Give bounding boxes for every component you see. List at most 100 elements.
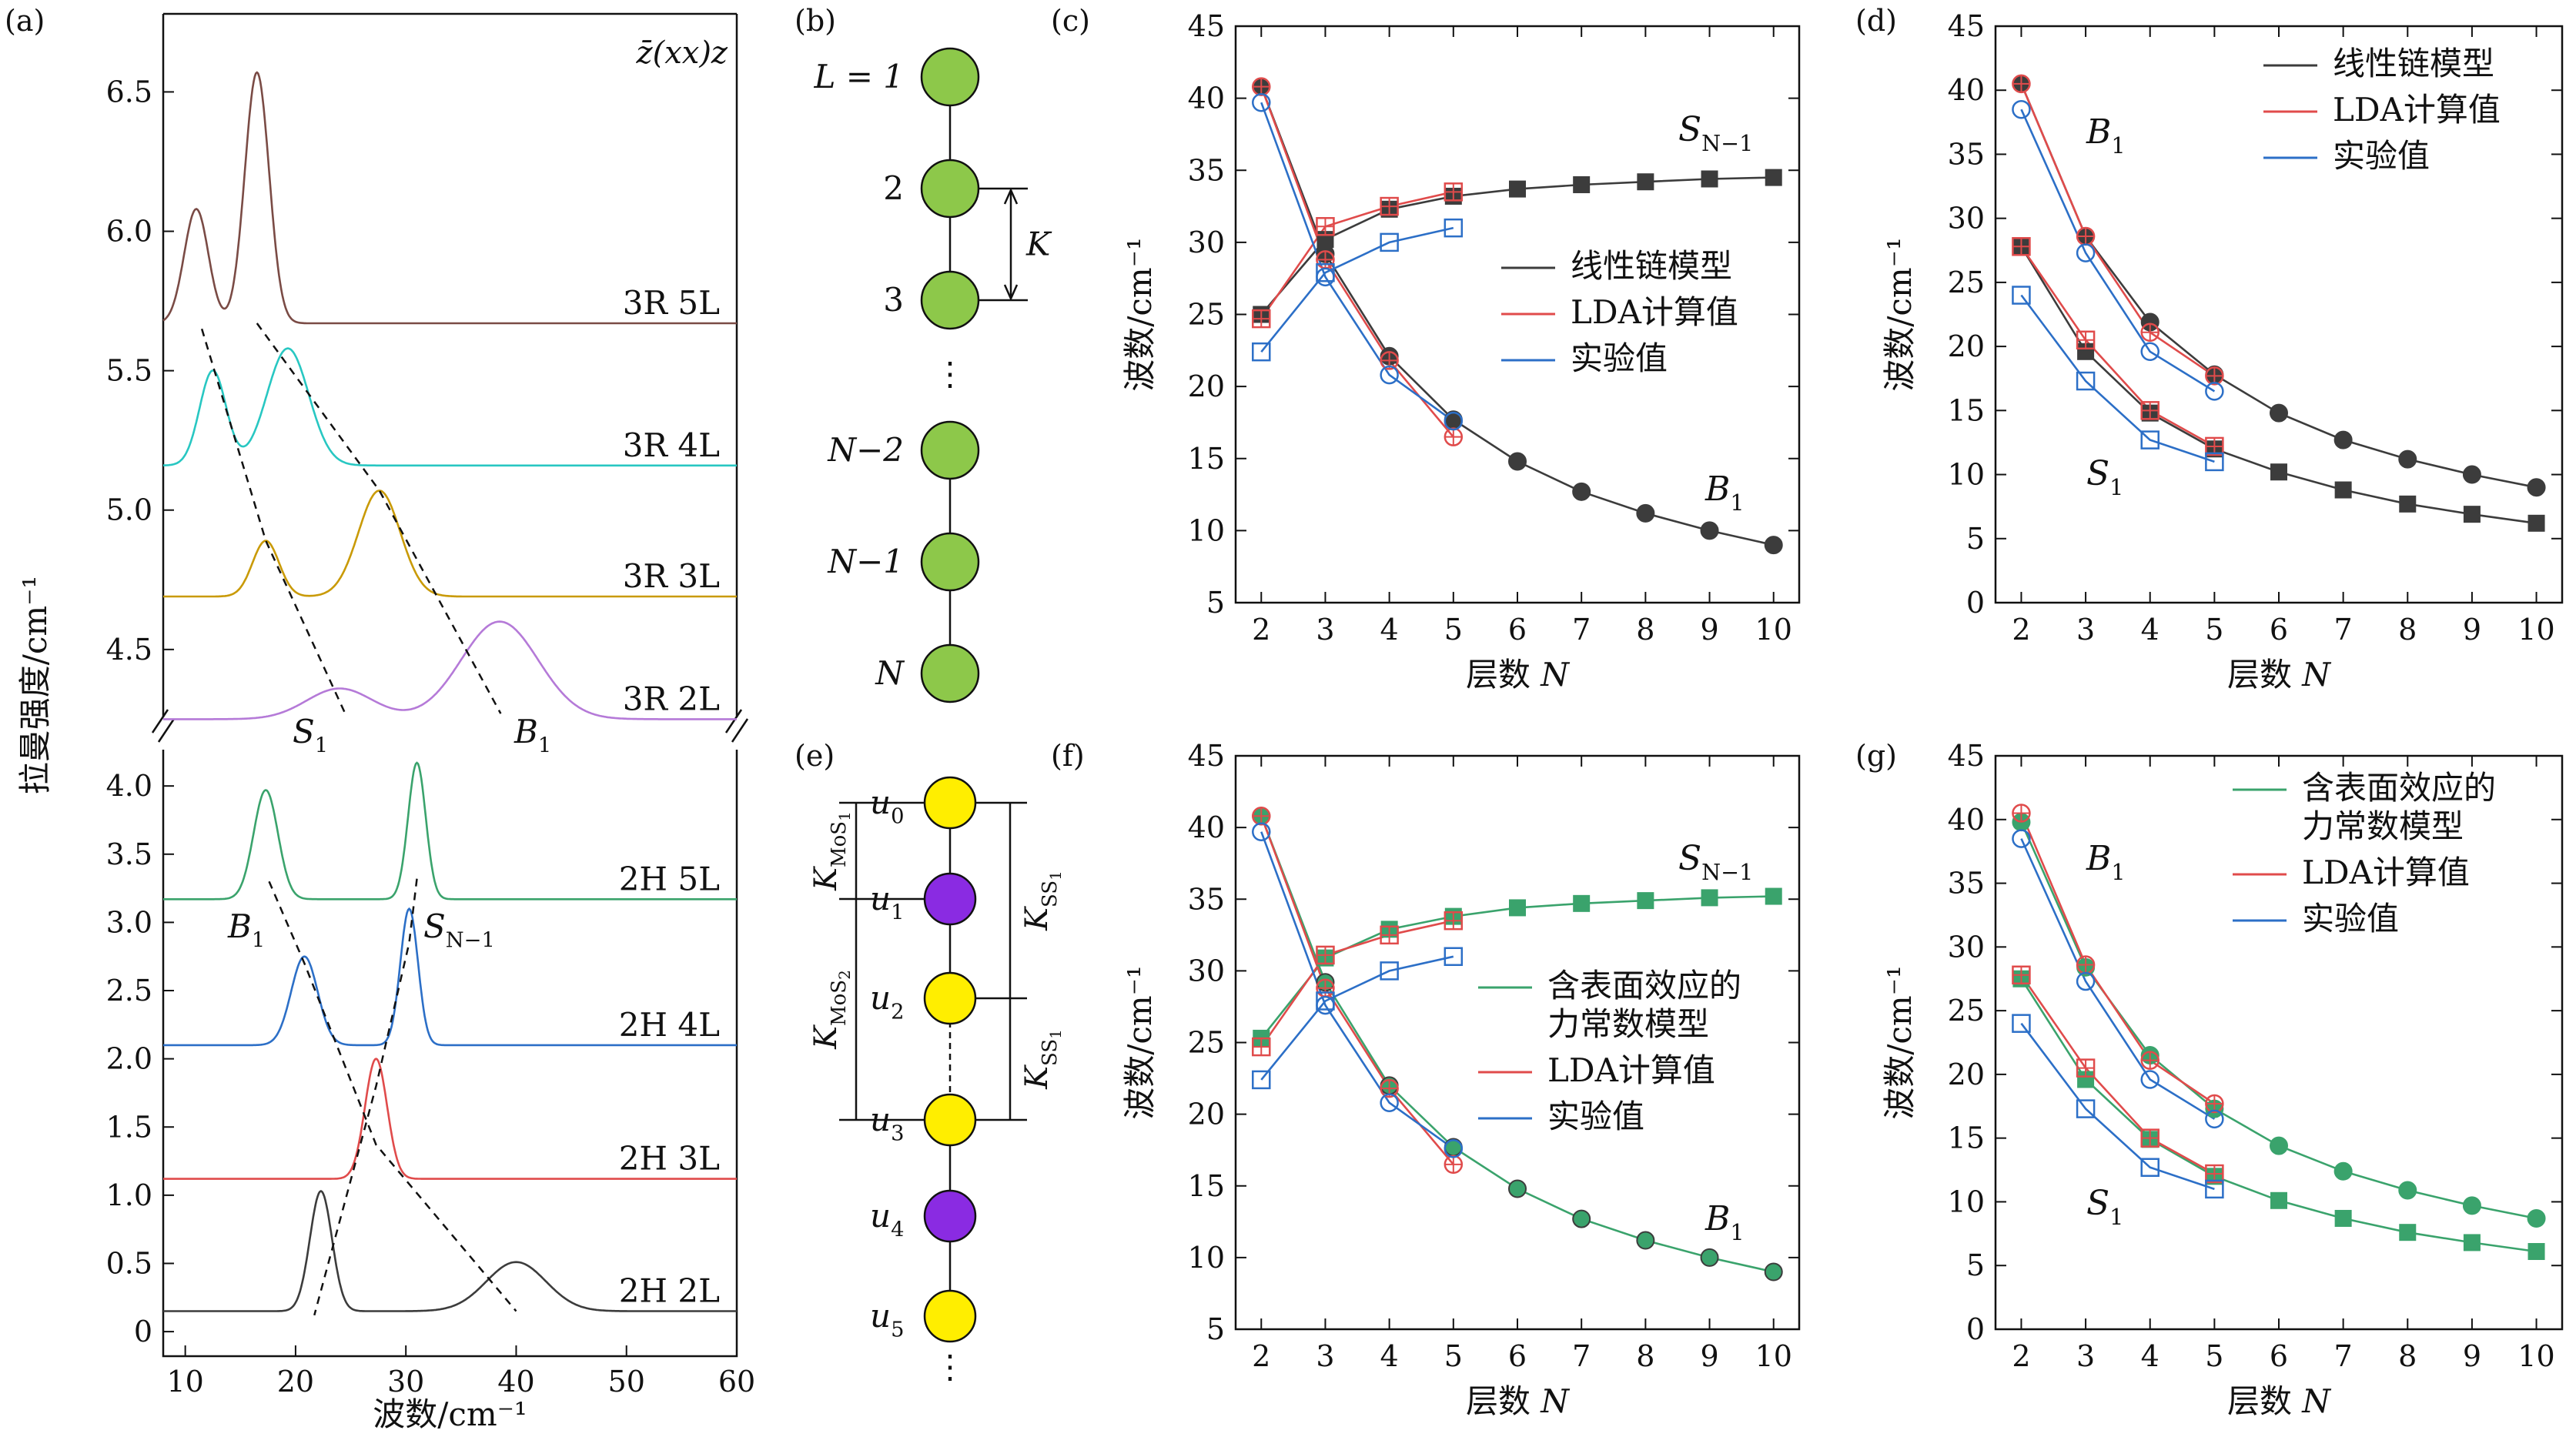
atom-node — [923, 971, 977, 1025]
spring-label: KSS1 — [1019, 871, 1065, 931]
spectrum-label: 2H 5L — [619, 860, 720, 897]
axis-break-right — [724, 709, 749, 743]
data-point — [2334, 481, 2352, 499]
spring-bracket — [975, 801, 1027, 1121]
y-tick-label: 10 — [1188, 513, 1225, 547]
legend-label: 实验值 — [2333, 137, 2430, 175]
series-annotation: SN−1 — [1678, 110, 1753, 156]
x-tick-label: 3 — [1316, 1339, 1334, 1373]
x-tick-label: 40 — [497, 1365, 534, 1399]
geometry-annotation: z̄(xx)z — [636, 35, 728, 71]
y-tick-label: 6.5 — [106, 75, 152, 109]
data-point — [2463, 1234, 2481, 1252]
data-point — [1252, 1037, 1271, 1057]
x-tick-label: 30 — [387, 1365, 424, 1399]
spring-label: KSS1 — [1019, 1029, 1065, 1090]
y-tick-label: 0 — [1966, 586, 1985, 620]
x-tick-label: 2 — [1252, 613, 1270, 647]
series-line — [2020, 109, 2216, 393]
y-tick-label: 5 — [1966, 1248, 1985, 1282]
data-point — [1444, 947, 1464, 966]
data-point — [2270, 403, 2288, 423]
data-point — [2012, 804, 2031, 823]
x-axis-title: 层数 N — [2227, 1382, 2331, 1420]
data-point — [1701, 889, 1718, 907]
series-annotation: S1 — [2086, 454, 2123, 500]
dashed-guide — [200, 328, 346, 714]
data-point — [1444, 182, 1464, 202]
series-line — [2020, 812, 2216, 1105]
x-tick-label: 2 — [2012, 1339, 2030, 1373]
y-tick-label: 2.5 — [106, 974, 152, 1008]
x-tick-label: 60 — [718, 1365, 755, 1399]
data-point — [2076, 955, 2096, 974]
legend-label: 线性链模型 — [2333, 45, 2494, 82]
data-point — [2012, 286, 2031, 305]
y-tick-label: 25 — [1948, 266, 1985, 299]
y-tick-label: 15 — [1188, 442, 1225, 476]
node-label: u3 — [870, 1101, 904, 1146]
data-point — [2076, 371, 2096, 391]
data-point — [1252, 342, 1271, 362]
x-tick-label: 9 — [2463, 613, 2481, 647]
x-tick-label: 8 — [2398, 613, 2417, 647]
x-axis-title: 层数 N — [1466, 1382, 1570, 1420]
series-line — [1260, 815, 1774, 1273]
y-tick-label: 45 — [1188, 739, 1225, 773]
data-point — [1380, 1093, 1399, 1112]
legend-label: 含表面效应的 — [1547, 967, 1741, 1004]
node-label: N−1 — [827, 543, 904, 580]
data-point — [2205, 1094, 2224, 1114]
data-point — [1509, 899, 1526, 917]
y-tick-label: 40 — [1948, 803, 1985, 837]
y-tick-label: 5.0 — [106, 493, 152, 527]
x-tick-label: 6 — [1508, 1339, 1527, 1373]
spring-label-KSS1: KSS1 — [1019, 871, 1065, 931]
data-point — [1380, 365, 1399, 385]
legend-label: LDA计算值 — [1571, 293, 1738, 331]
data-point — [2270, 463, 2287, 481]
x-tick-label: 10 — [1755, 1339, 1792, 1373]
x-tick-label: 8 — [1636, 613, 1654, 647]
series-line — [2020, 838, 2216, 1120]
x-tick-label: 10 — [2517, 1339, 2554, 1373]
panel-label-a: (a) — [5, 4, 45, 38]
data-point — [2012, 237, 2031, 256]
data-point — [2140, 1070, 2159, 1089]
data-point — [2527, 1208, 2546, 1228]
x-tick-label: 4 — [2141, 1339, 2159, 1373]
atom-node — [920, 643, 980, 703]
series-line — [2020, 294, 2215, 463]
axis-break-left — [151, 709, 176, 743]
node-label: u0 — [870, 784, 904, 829]
x-tick-label: 2 — [1252, 1339, 1270, 1373]
y-tick-label: 5 — [1206, 586, 1225, 620]
data-point — [1380, 961, 1399, 981]
data-point — [2140, 1051, 2159, 1070]
series-line — [2020, 83, 2216, 377]
mode-label-SN-1: SN−1 — [423, 907, 495, 953]
x-tick-label: 10 — [2517, 613, 2554, 647]
y-tick-label: 35 — [1948, 867, 1985, 901]
axis-frame-lower — [162, 750, 738, 1358]
data-point — [2333, 430, 2353, 449]
atom-node — [923, 776, 977, 830]
x-tick-label: 6 — [1508, 613, 1527, 647]
x-tick-label: 10 — [166, 1365, 203, 1399]
data-point — [1509, 180, 1526, 198]
y-tick-label: 4.5 — [106, 633, 152, 667]
spring-label-K: K — [1025, 226, 1052, 263]
y-axis-title: 拉曼强度/cm⁻¹ — [16, 576, 54, 795]
x-axis-title: 层数 N — [1466, 656, 1570, 693]
x-tick-label: 6 — [2270, 613, 2288, 647]
panel-label-c: (c) — [1051, 4, 1090, 38]
x-tick-label: 5 — [2205, 1339, 2223, 1373]
atom-node — [920, 47, 980, 107]
spectrum-line — [163, 490, 737, 598]
spectrum-line — [162, 71, 737, 325]
y-tick-label: 40 — [1188, 810, 1225, 844]
